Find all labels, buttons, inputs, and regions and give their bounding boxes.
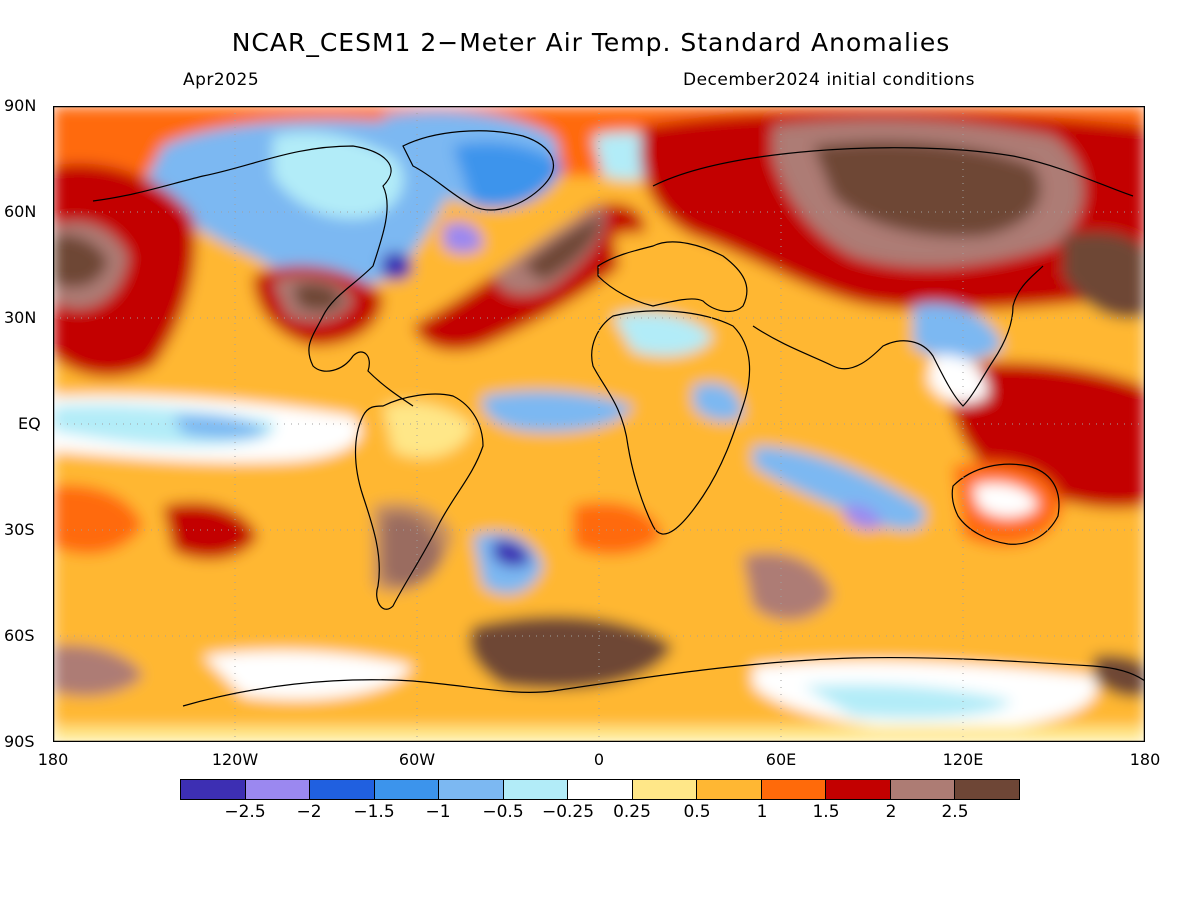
lat-label-60n: 60N	[4, 202, 37, 221]
lon-label-180e: 180	[1129, 750, 1161, 769]
color-bar	[180, 779, 1020, 800]
valid-month-label: Apr2025	[183, 70, 260, 90]
lon-label-180w: 180	[37, 750, 69, 769]
colorbar-swatch	[310, 780, 375, 799]
anomaly-map	[53, 106, 1145, 742]
lat-label-90s: 90S	[4, 732, 35, 751]
lon-label-0: 0	[593, 750, 605, 769]
colorbar-label: −0.5	[482, 802, 524, 822]
colorbar-label: −2.5	[224, 802, 266, 822]
colorbar-label: 1.5	[812, 802, 840, 822]
colorbar-swatch	[761, 780, 827, 799]
colorbar-swatch	[826, 780, 891, 799]
colorbar-swatch	[890, 780, 956, 799]
colorbar-swatch	[245, 780, 311, 799]
colorbar-swatch	[374, 780, 440, 799]
lat-label-60s: 60S	[4, 626, 35, 645]
colorbar-label: −0.25	[541, 802, 595, 822]
colorbar-label: −2	[296, 802, 322, 822]
colorbar-swatch	[632, 780, 698, 799]
lat-label-30s: 30S	[4, 520, 35, 539]
colorbar-label: 0.25	[613, 802, 651, 822]
colorbar-swatch	[181, 780, 246, 799]
colorbar-label: 2	[885, 802, 897, 822]
colorbar-swatch	[439, 780, 504, 799]
lon-label-120e: 120E	[942, 750, 984, 769]
colorbar-label: 2.5	[941, 802, 969, 822]
lon-label-120w: 120W	[211, 750, 259, 769]
lat-label-30n: 30N	[4, 308, 37, 327]
colorbar-swatch	[503, 780, 569, 799]
colorbar-swatch	[568, 780, 633, 799]
colorbar-label: 0.5	[683, 802, 711, 822]
lon-label-60e: 60E	[765, 750, 797, 769]
colorbar-label: −1.5	[353, 802, 395, 822]
colorbar-swatch	[697, 780, 762, 799]
colorbar-swatch	[955, 780, 1019, 799]
chart-title: NCAR_CESM1 2−Meter Air Temp. Standard An…	[231, 28, 951, 57]
lat-label-eq: EQ	[18, 414, 41, 433]
colorbar-label: 1	[756, 802, 768, 822]
lat-label-90n: 90N	[4, 96, 37, 115]
lon-label-60w: 60W	[398, 750, 436, 769]
initial-conditions-label: December2024 initial conditions	[683, 70, 975, 90]
colorbar-label: −1	[425, 802, 451, 822]
